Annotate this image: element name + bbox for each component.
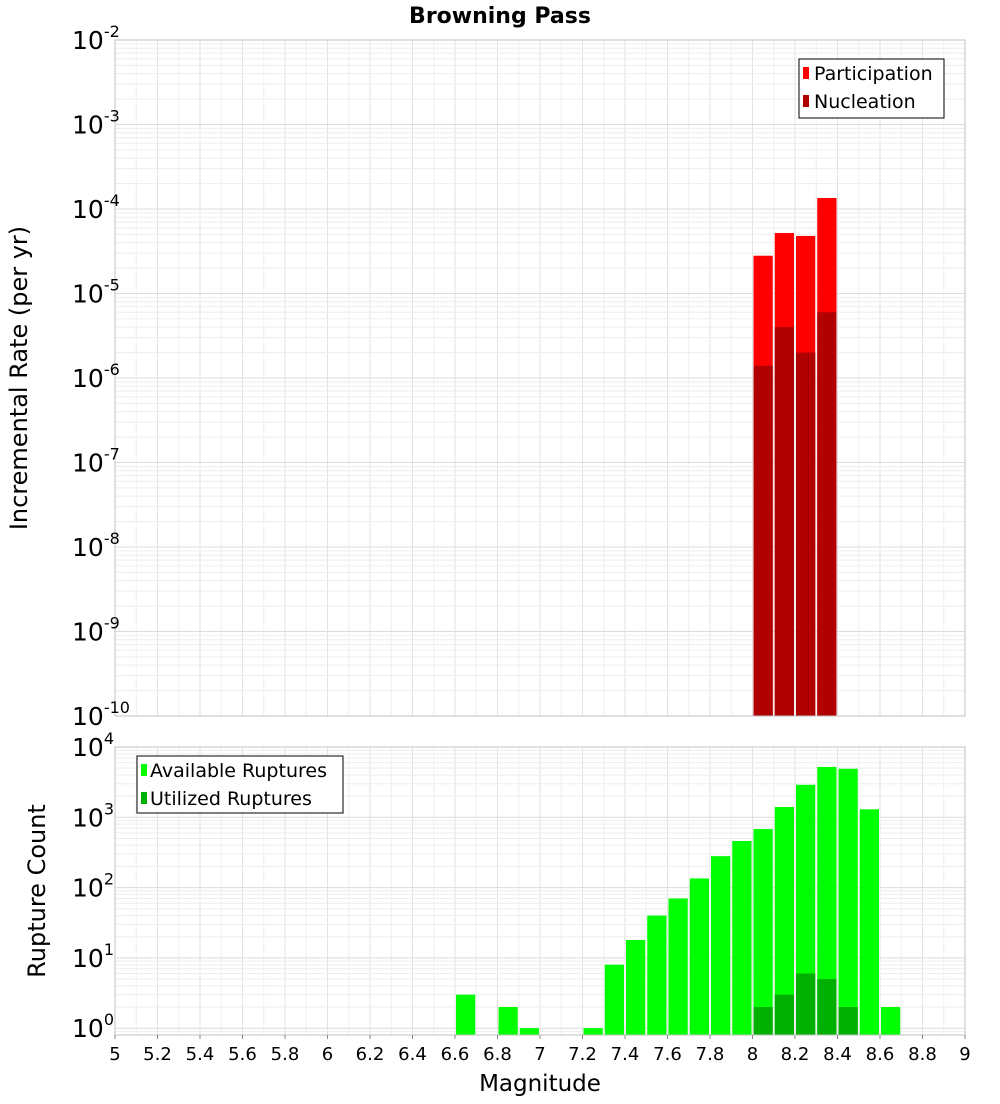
y-tick-label: 10-4 (72, 191, 120, 224)
bar-available-ruptures (753, 829, 773, 1035)
x-tick-label: 7.4 (611, 1044, 640, 1065)
y-tick-label: 10-10 (72, 698, 130, 731)
y-tick-label: 10-7 (72, 445, 120, 478)
legend-swatch-utilized (141, 792, 147, 804)
chart-title: Browning Pass (409, 4, 591, 29)
bar-available-ruptures (838, 768, 858, 1035)
y-tick-label: 102 (72, 870, 114, 903)
legend-swatch-participation (803, 67, 809, 79)
x-tick-label: 8.2 (781, 1044, 810, 1065)
bar-available-ruptures (881, 1007, 901, 1035)
legend-label-available: Available Ruptures (150, 760, 327, 782)
bar-nucleation (817, 312, 837, 716)
y-tick-label: 10-6 (72, 360, 120, 393)
bar-available-ruptures (626, 939, 646, 1035)
top-panel-frame (114, 39, 966, 717)
bar-available-ruptures (817, 766, 837, 1035)
x-tick-label: 5.6 (228, 1044, 257, 1065)
bar-nucleation (753, 365, 773, 716)
bar-utilized-ruptures (838, 1007, 858, 1035)
bar-available-ruptures (689, 878, 709, 1035)
y-tick-label: 10-2 (72, 22, 120, 55)
bottom-panel-bars (456, 766, 901, 1035)
y-tick-label: 10-3 (72, 107, 120, 140)
bar-available-ruptures (604, 964, 624, 1035)
bar-utilized-ruptures (796, 973, 816, 1035)
legend-swatch-available (141, 764, 147, 776)
x-tick-label: 8 (747, 1044, 758, 1065)
x-tick-label: 5.2 (143, 1044, 172, 1065)
bar-nucleation (774, 327, 794, 716)
x-axis-label: Magnitude (479, 1071, 601, 1097)
bar-available-ruptures (668, 898, 688, 1035)
top-legend-box (798, 58, 945, 119)
legend-label-nucleation: Nucleation (814, 91, 916, 113)
bottom-legend: Available Ruptures Utilized Ruptures (136, 755, 344, 814)
legend-label-utilized: Utilized Ruptures (150, 788, 312, 810)
x-tick-label: 6.2 (356, 1044, 385, 1065)
x-tick-label: 5 (109, 1044, 120, 1065)
top-y-axis-label: Incremental Rate (per yr) (5, 226, 33, 530)
x-tick-label: 5.4 (186, 1044, 215, 1065)
bar-available-ruptures (859, 809, 879, 1035)
y-tick-label: 101 (72, 940, 114, 973)
bottom-panel-y-ticks: 100 101 102 103 104 (72, 729, 114, 1043)
top-panel-grid (114, 39, 966, 717)
bar-available-ruptures (456, 994, 476, 1035)
bar-available-ruptures (583, 1028, 603, 1035)
bar-available-ruptures (711, 856, 731, 1035)
bar-utilized-ruptures (774, 994, 794, 1035)
bar-available-ruptures (796, 784, 816, 1035)
x-axis-ticks: 5 5.2 5.4 5.6 5.8 6 6.2 6.4 6.6 6.8 7 7.2 7.4 7.6 7.8 8… (109, 1035, 971, 1065)
bottom-legend-box (136, 755, 344, 814)
x-tick-label: 5.8 (271, 1044, 300, 1065)
x-tick-label: 6.8 (483, 1044, 512, 1065)
x-tick-label: 6.4 (398, 1044, 427, 1065)
x-tick-label: 6 (322, 1044, 333, 1065)
bar-utilized-ruptures (817, 979, 837, 1035)
bar-utilized-ruptures (753, 1007, 773, 1035)
x-tick-label: 8.4 (823, 1044, 852, 1065)
y-tick-label: 10-5 (72, 276, 120, 309)
top-legend: Participation Nucleation (798, 58, 945, 119)
bar-nucleation (796, 352, 816, 716)
y-tick-label: 104 (72, 729, 114, 762)
x-tick-label: 9 (959, 1044, 970, 1065)
bar-available-ruptures (519, 1028, 539, 1035)
bar-available-ruptures (732, 841, 752, 1035)
x-tick-label: 6.6 (441, 1044, 470, 1065)
y-tick-label: 103 (72, 799, 114, 832)
x-tick-label: 7.2 (568, 1044, 597, 1065)
y-tick-label: 10-8 (72, 529, 120, 562)
top-panel-y-ticks: 10-10 10-9 10-8 10-7 10-6 10-5 10-4 10-3 10-2 (72, 22, 130, 731)
y-tick-label: 10-9 (72, 614, 120, 647)
legend-swatch-nucleation (803, 95, 809, 107)
x-tick-label: 8.8 (908, 1044, 937, 1065)
legend-label-participation: Participation (814, 63, 933, 85)
bar-available-ruptures (498, 1007, 518, 1035)
top-panel-bars (753, 197, 837, 716)
y-tick-label: 100 (72, 1010, 114, 1043)
bar-available-ruptures (647, 915, 667, 1035)
x-tick-label: 7.6 (653, 1044, 682, 1065)
bar-available-ruptures (774, 807, 794, 1035)
x-tick-label: 7.8 (696, 1044, 725, 1065)
x-tick-label: 8.6 (866, 1044, 895, 1065)
bottom-y-axis-label: Rupture Count (23, 804, 51, 978)
x-tick-label: 7 (534, 1044, 545, 1065)
